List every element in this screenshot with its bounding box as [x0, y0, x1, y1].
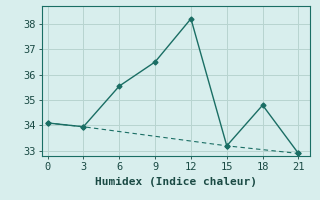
X-axis label: Humidex (Indice chaleur): Humidex (Indice chaleur)	[95, 177, 257, 187]
